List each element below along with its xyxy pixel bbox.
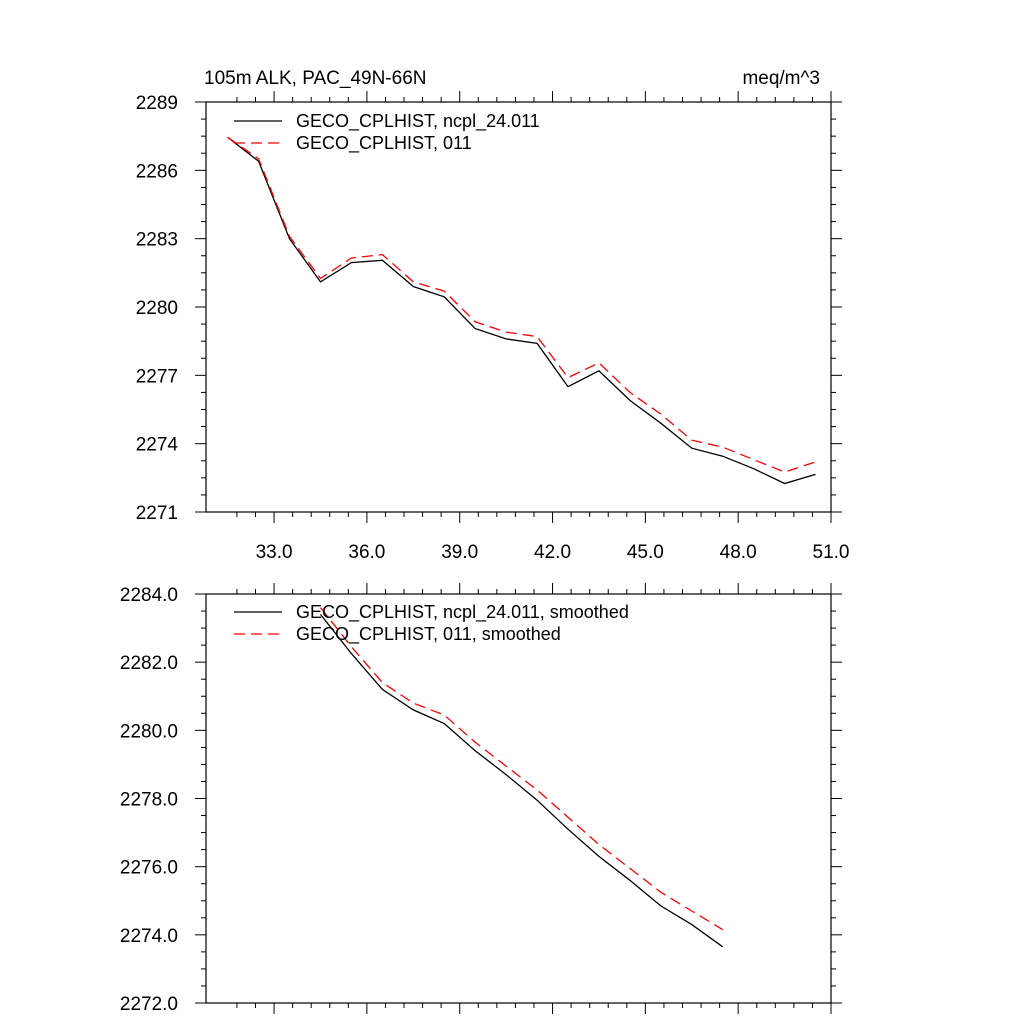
bottom-y-tick-label: 2284.0 xyxy=(120,585,178,606)
top-legend-label-2: GECO_CPLHIST, 011 xyxy=(296,133,472,154)
top-chart-title: 105m ALK, PAC_49N-66N xyxy=(204,68,427,89)
top-x-tick-label: 48.0 xyxy=(720,542,757,563)
top-x-tick-label: 42.0 xyxy=(534,542,571,563)
bottom-legend-label-1: GECO_CPLHIST, ncpl_24.011, smoothed xyxy=(296,602,629,623)
bottom-y-tick-label: 2274.0 xyxy=(120,926,178,947)
top-x-tick-label: 51.0 xyxy=(813,542,850,563)
top-plot-panel: 33.0 36.0 39.0 42.0 45.0 48.0 51.0 2271 2274 2277… xyxy=(136,91,850,563)
top-y-tick-label: 2289 xyxy=(136,93,178,114)
top-series-line-1 xyxy=(227,136,816,485)
top-y-tick-label: 2280 xyxy=(136,298,178,319)
top-x-tick-label: 45.0 xyxy=(627,542,664,563)
top-series-line-2 xyxy=(227,136,816,473)
bottom-y-tick-label: 2276.0 xyxy=(120,858,178,879)
top-y-tick-label: 2283 xyxy=(136,230,178,251)
top-y-tick-label: 2274 xyxy=(136,435,179,456)
bottom-legend-label-2: GECO_CPLHIST, 011, smoothed xyxy=(296,624,561,645)
bottom-y-tick-label: 2280.0 xyxy=(120,721,178,742)
bottom-y-tick-label: 2278.0 xyxy=(120,790,178,811)
top-x-tick-label: 33.0 xyxy=(256,542,293,563)
bottom-legend: GECO_CPLHIST, ncpl_24.011, smoothedGECO_… xyxy=(234,602,629,645)
top-y-tick-label: 2286 xyxy=(136,161,178,182)
top-x-tick-label: 39.0 xyxy=(441,542,478,563)
bottom-series-line-2 xyxy=(319,607,724,931)
top-x-tick-label: 36.0 xyxy=(348,542,385,563)
bottom-plot-frame xyxy=(205,593,832,1004)
bottom-y-tick-label: 2272.0 xyxy=(120,994,178,1015)
bottom-plot-panel: 2272.0 2274.0 2276.0 2278.0 2280.0 2282.0 2284… xyxy=(120,583,842,1015)
bottom-series-line-1 xyxy=(319,613,724,948)
top-plot-frame xyxy=(205,101,832,513)
top-legend-label-1: GECO_CPLHIST, ncpl_24.011 xyxy=(296,111,540,132)
bottom-y-tick-label: 2282.0 xyxy=(120,653,178,674)
top-chart-units: meq/m^3 xyxy=(742,68,820,89)
top-y-tick-label: 2271 xyxy=(136,503,178,524)
top-y-tick-label: 2277 xyxy=(136,366,178,387)
